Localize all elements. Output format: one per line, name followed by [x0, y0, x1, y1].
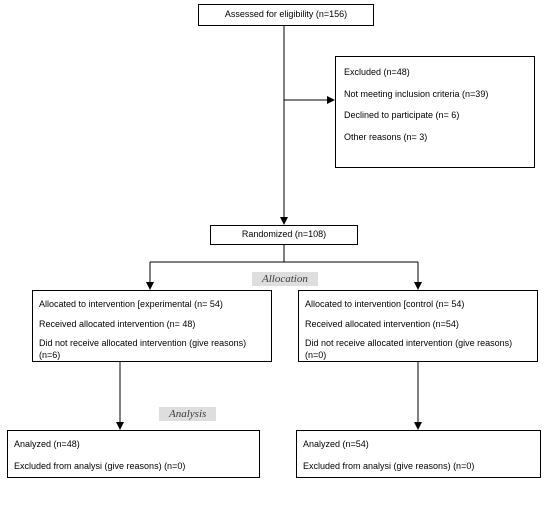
text: Randomized (n=108) — [242, 229, 326, 239]
node-alloc-experimental: Allocated to intervention [experimental … — [32, 290, 272, 362]
text: Received allocated intervention (n= 48) — [39, 319, 265, 331]
text: Allocated to intervention [control (n= 5… — [305, 299, 531, 311]
node-alloc-control: Allocated to intervention [control (n= 5… — [298, 290, 538, 362]
text: Assessed for eligibility (n=156) — [225, 9, 347, 19]
node-analysis-experimental: Analyzed (n=48) Excluded from analysi (g… — [7, 430, 260, 478]
text: Other reasons (n= 3) — [344, 132, 526, 144]
text: Declined to participate (n= 6) — [344, 110, 526, 122]
text: Not meeting inclusion criteria (n=39) — [344, 89, 526, 101]
stage-label-allocation: Allocation — [252, 272, 318, 286]
text: Allocated to intervention [experimental … — [39, 299, 265, 311]
text: Analyzed (n=48) — [14, 439, 253, 451]
text: Excluded (n=48) — [344, 67, 526, 79]
node-excluded: Excluded (n=48) Not meeting inclusion cr… — [335, 56, 535, 168]
text: Analyzed (n=54) — [303, 439, 534, 451]
stage-label-analysis: Analysis — [159, 407, 216, 421]
text: Did not receive allocated intervention (… — [305, 338, 531, 361]
node-assessed: Assessed for eligibility (n=156) — [198, 4, 374, 26]
node-randomized: Randomized (n=108) — [210, 225, 358, 245]
text: Excluded from analysi (give reasons) (n=… — [303, 461, 534, 473]
text: Received allocated intervention (n=54) — [305, 319, 531, 331]
node-analysis-control: Analyzed (n=54) Excluded from analysi (g… — [296, 430, 541, 478]
text: Excluded from analysi (give reasons) (n=… — [14, 461, 253, 473]
text: Did not receive allocated intervention (… — [39, 338, 265, 361]
